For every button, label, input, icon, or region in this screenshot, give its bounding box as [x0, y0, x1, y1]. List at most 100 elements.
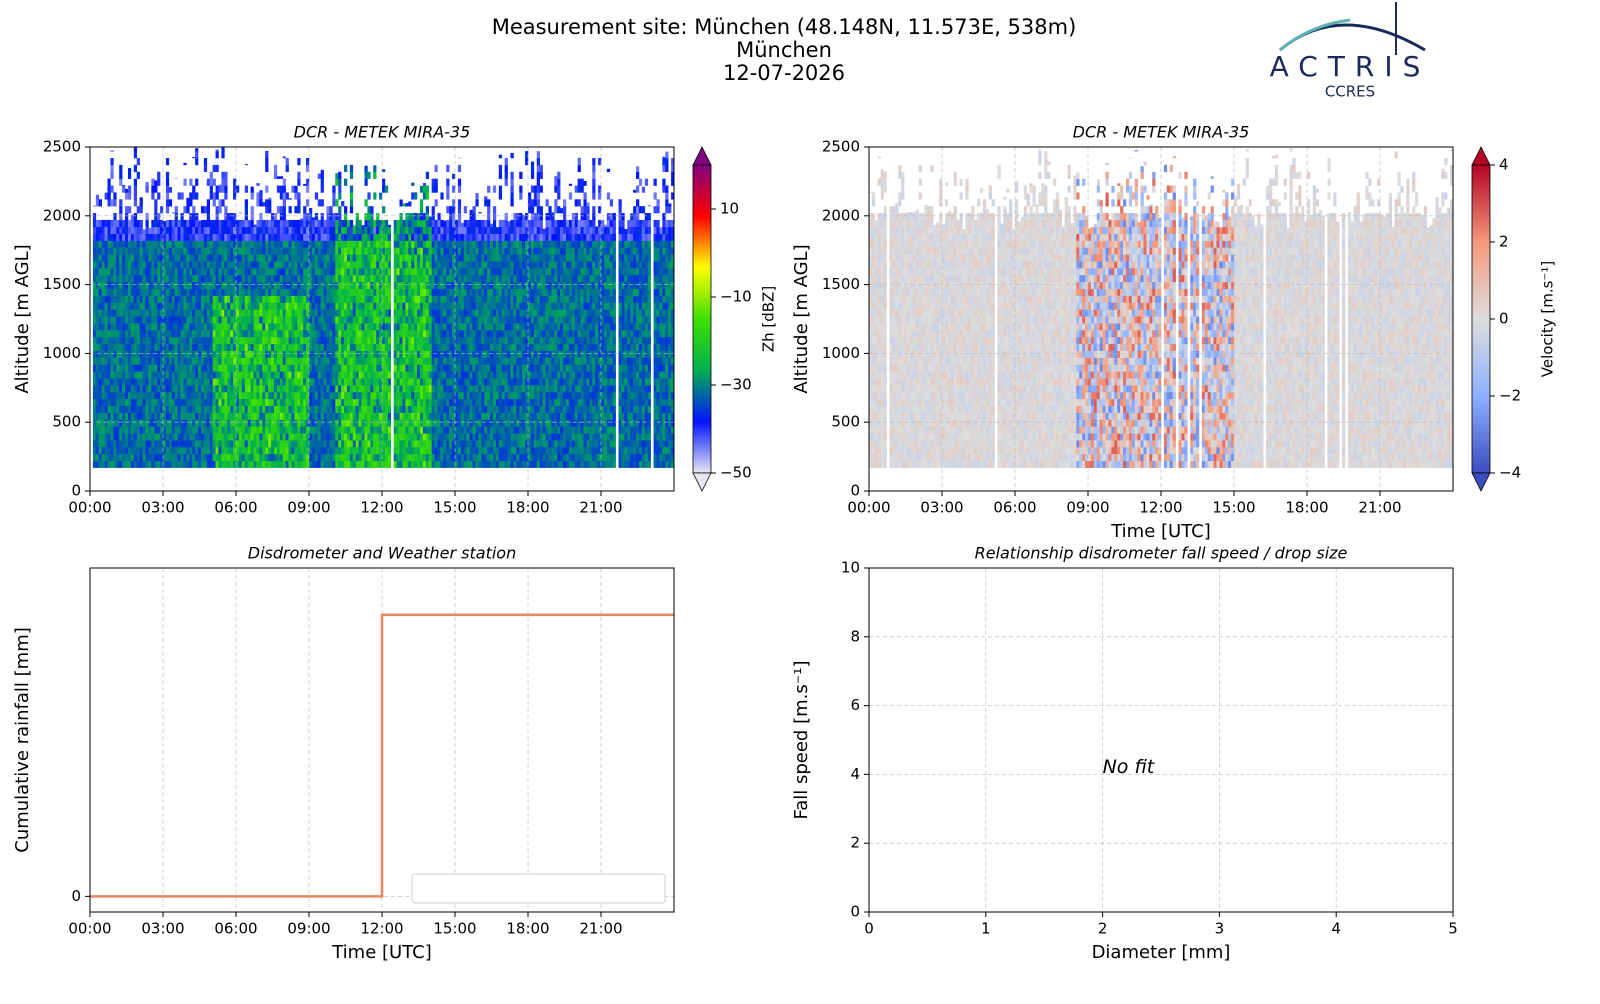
- radar-cell: [151, 419, 154, 426]
- radar-cell: [134, 296, 137, 303]
- radar-cell: [303, 406, 306, 413]
- radar-cell: [286, 192, 289, 199]
- radar-cell: [221, 419, 224, 426]
- radar-cell: [137, 234, 140, 241]
- radar-cell: [274, 275, 277, 282]
- radar-cell: [344, 268, 347, 275]
- radar-cell: [207, 179, 210, 186]
- radar-cell: [464, 302, 467, 309]
- radar-cell: [145, 227, 148, 234]
- radar-cell: [303, 454, 306, 461]
- radar-cell: [411, 344, 414, 351]
- radar-cell: [455, 330, 458, 337]
- radar-cell: [207, 344, 210, 351]
- radar-cell: [440, 234, 443, 241]
- radar-cell: [181, 385, 184, 392]
- radar-cell: [210, 186, 213, 193]
- radar-cell: [99, 385, 102, 392]
- radar-cell: [169, 289, 172, 296]
- radar-cell: [189, 247, 192, 254]
- radar-cell: [175, 419, 178, 426]
- radar-cell: [99, 254, 102, 261]
- radar-cell: [364, 227, 367, 234]
- radar-cell: [324, 454, 327, 461]
- radar-cell: [344, 337, 347, 344]
- radar-cell: [315, 234, 318, 241]
- radar-cell: [189, 447, 192, 454]
- radar-cell: [315, 440, 318, 447]
- radar-cell: [303, 254, 306, 261]
- radar-cell: [327, 406, 330, 413]
- radar-cell: [198, 323, 201, 330]
- radar-cell: [347, 282, 350, 289]
- radar-cell: [110, 186, 113, 193]
- radar-cell: [113, 399, 116, 406]
- radar-cell: [353, 371, 356, 378]
- radar-cell: [186, 461, 189, 468]
- radar-cell: [420, 282, 423, 289]
- radar-cell: [218, 399, 221, 406]
- radar-cell: [175, 247, 178, 254]
- radar-cell: [432, 337, 435, 344]
- radar-cell: [420, 364, 423, 371]
- radar-cell: [312, 275, 315, 282]
- radar-cell: [265, 426, 268, 433]
- radar-cell: [254, 419, 257, 426]
- radar-cell: [367, 316, 370, 323]
- radar-cell: [122, 323, 125, 330]
- radar-cell: [169, 199, 172, 206]
- radar-cell: [446, 364, 449, 371]
- radar-cell: [131, 413, 134, 420]
- radar-cell: [332, 323, 335, 330]
- radar-cell: [367, 337, 370, 344]
- radar-cell: [289, 302, 292, 309]
- radar-cell: [324, 302, 327, 309]
- radar-cell: [329, 330, 332, 337]
- radar-cell: [367, 399, 370, 406]
- radar-cell: [426, 282, 429, 289]
- radar-cell: [437, 399, 440, 406]
- radar-cell: [183, 337, 186, 344]
- radar-cell: [148, 323, 151, 330]
- radar-cell: [248, 344, 251, 351]
- radar-cell: [148, 426, 151, 433]
- radar-cell: [405, 419, 408, 426]
- radar-cell: [414, 364, 417, 371]
- radar-cell: [189, 461, 192, 468]
- radar-cell: [455, 426, 458, 433]
- radar-cell: [382, 206, 385, 213]
- radar-cell: [248, 330, 251, 337]
- radar-cell: [110, 337, 113, 344]
- radar-cell: [204, 289, 207, 296]
- radar-cell: [265, 220, 268, 227]
- radar-cell: [96, 302, 99, 309]
- radar-cell: [315, 282, 318, 289]
- radar-cell: [332, 392, 335, 399]
- radar-cell: [318, 364, 321, 371]
- radar-cell: [128, 309, 131, 316]
- radar-cell: [297, 179, 300, 186]
- radar-cell: [108, 461, 111, 468]
- radar-cell: [289, 316, 292, 323]
- radar-cell: [242, 351, 245, 358]
- radar-cell: [248, 447, 251, 454]
- radar-cell: [259, 426, 262, 433]
- radar-cell: [230, 275, 233, 282]
- radar-cell: [417, 213, 420, 220]
- radar-cell: [265, 454, 268, 461]
- radar-cell: [286, 378, 289, 385]
- radar-cell: [256, 413, 259, 420]
- radar-cell: [151, 247, 154, 254]
- radar-cell: [198, 227, 201, 234]
- radar-cell: [108, 261, 111, 268]
- radar-cell: [318, 433, 321, 440]
- radar-cell: [470, 392, 473, 399]
- radar-cell: [411, 392, 414, 399]
- radar-cell: [400, 296, 403, 303]
- radar-cell: [201, 454, 204, 461]
- radar-cell: [116, 385, 119, 392]
- radar-cell: [283, 406, 286, 413]
- radar-cell: [309, 275, 312, 282]
- radar-cell: [216, 220, 219, 227]
- radar-cell: [230, 220, 233, 227]
